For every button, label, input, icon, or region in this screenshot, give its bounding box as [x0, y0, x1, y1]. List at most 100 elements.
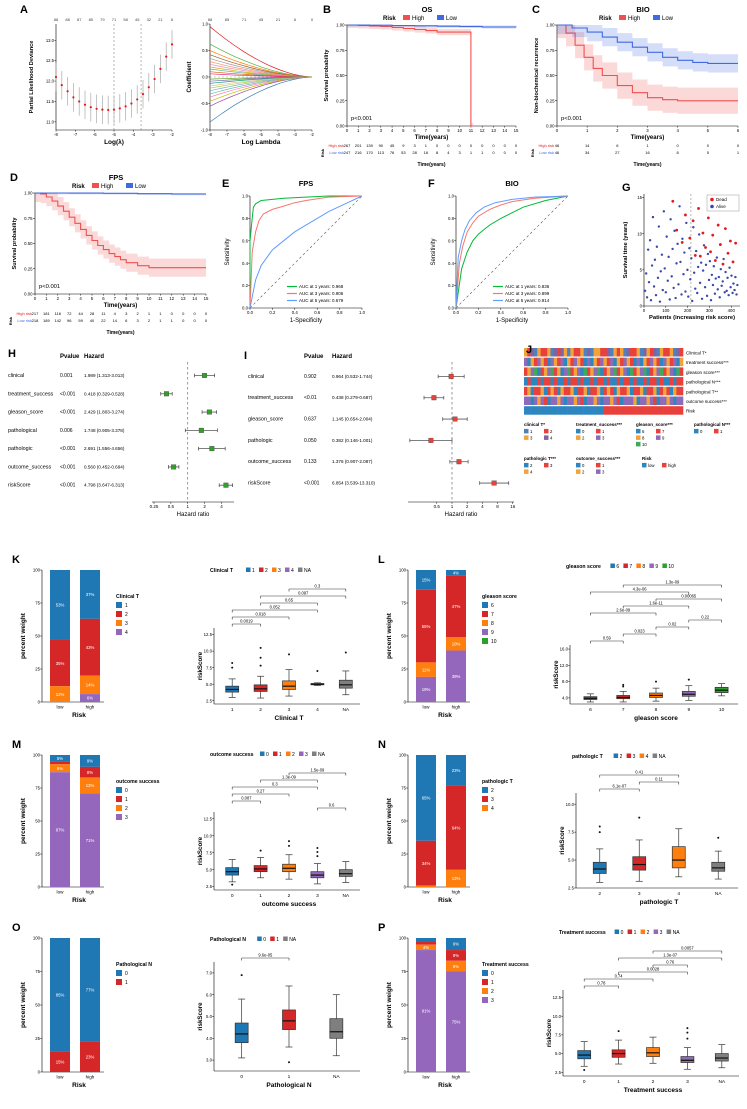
svg-text:76: 76: [390, 150, 395, 155]
svg-text:0.0028: 0.0028: [647, 966, 660, 971]
svg-text:treatment_success: treatment_success: [8, 391, 54, 397]
svg-text:BIO: BIO: [505, 179, 519, 188]
svg-text:25: 25: [35, 667, 40, 672]
svg-text:low: low: [423, 890, 431, 895]
svg-text:11.5: 11.5: [46, 99, 55, 104]
svg-text:pathologic: pathologic: [8, 446, 33, 452]
chart-heatmap-j: Clinical T* treatment success*** gleason s…: [524, 348, 731, 474]
svg-text:<0.001: <0.001: [60, 483, 76, 489]
svg-text:1: 1: [171, 318, 174, 323]
svg-text:-6: -6: [93, 132, 97, 137]
svg-text:Log Lambda: Log Lambda: [242, 139, 281, 146]
svg-text:1: 1: [259, 893, 262, 899]
svg-text:2: 2: [259, 707, 262, 713]
svg-text:100: 100: [33, 568, 41, 573]
svg-text:Pathological N: Pathological N: [266, 1082, 311, 1089]
svg-text:0.438 (0.279-0.687): 0.438 (0.279-0.687): [332, 395, 373, 400]
svg-text:53: 53: [401, 150, 406, 155]
svg-text:22: 22: [101, 318, 106, 323]
svg-text:9: 9: [655, 564, 658, 570]
svg-text:6%: 6%: [87, 696, 93, 701]
svg-text:7: 7: [629, 564, 632, 570]
svg-text:0: 0: [240, 1074, 243, 1080]
svg-text:88: 88: [65, 17, 70, 22]
svg-text:25: 25: [35, 1036, 40, 1041]
svg-text:6: 6: [413, 128, 416, 133]
svg-text:1: 1: [45, 296, 48, 301]
svg-text:4.3e-06: 4.3e-06: [633, 586, 648, 591]
svg-text:3: 3: [136, 318, 139, 323]
svg-text:0.75: 0.75: [546, 48, 555, 53]
svg-text:AUC at 3 years: 0.906: AUC at 3 years: 0.906: [299, 291, 344, 296]
svg-text:0.6: 0.6: [314, 310, 321, 315]
svg-text:14%: 14%: [86, 683, 95, 688]
svg-text:Time(years): Time(years): [104, 303, 138, 309]
svg-text:10: 10: [147, 296, 152, 301]
svg-text:0: 0: [346, 128, 349, 133]
svg-text:0.5: 0.5: [168, 504, 175, 509]
svg-text:3: 3: [633, 754, 636, 760]
svg-text:Clinical T: Clinical T: [116, 594, 140, 600]
svg-text:0.4: 0.4: [292, 310, 299, 315]
chart-l-bar: 0 25 50 75 100 percent weight 15% 55% 11% 19% low 4…: [386, 568, 517, 719]
svg-text:OS: OS: [422, 5, 433, 14]
svg-text:15%: 15%: [422, 578, 431, 583]
svg-text:NA: NA: [318, 752, 326, 758]
svg-text:1: 1: [231, 707, 234, 713]
svg-text:p<0.001: p<0.001: [561, 116, 582, 122]
svg-text:4: 4: [677, 891, 680, 897]
svg-text:6: 6: [737, 128, 740, 133]
svg-text:14: 14: [192, 296, 197, 301]
svg-text:53%: 53%: [56, 603, 65, 608]
svg-text:0: 0: [404, 1070, 407, 1075]
svg-text:4: 4: [291, 568, 294, 574]
svg-text:NA: NA: [715, 891, 722, 897]
svg-text:28: 28: [412, 150, 417, 155]
svg-text:23%: 23%: [86, 1054, 95, 1059]
svg-text:Alive: Alive: [716, 204, 726, 209]
svg-text:4.0: 4.0: [206, 1036, 213, 1041]
svg-text:Low: Low: [135, 184, 147, 190]
svg-text:1: 1: [481, 150, 484, 155]
svg-text:gleason score: gleason score: [566, 564, 601, 570]
svg-text:87%: 87%: [56, 827, 65, 832]
svg-text:87: 87: [77, 17, 82, 22]
svg-text:2: 2: [491, 788, 494, 794]
panel-label-a: A: [20, 4, 28, 16]
svg-text:25: 25: [401, 1036, 406, 1041]
svg-text:0: 0: [504, 150, 507, 155]
svg-text:8: 8: [642, 435, 645, 440]
svg-text:2: 2: [265, 568, 268, 574]
svg-text:72: 72: [67, 311, 72, 316]
svg-text:1: 1: [148, 311, 151, 316]
svg-text:1.145 (0.654-2.004): 1.145 (0.654-2.004): [332, 417, 373, 422]
svg-text:14: 14: [113, 318, 118, 323]
svg-text:34: 34: [585, 150, 590, 155]
svg-text:-8: -8: [208, 132, 212, 137]
svg-text:FPS: FPS: [109, 173, 124, 182]
svg-text:0.50: 0.50: [546, 73, 555, 78]
svg-text:2: 2: [466, 504, 469, 509]
svg-text:Treatment success: Treatment success: [624, 1087, 683, 1094]
panel-label-p: P: [378, 922, 386, 934]
svg-text:0.6: 0.6: [520, 310, 527, 315]
svg-text:0.3: 0.3: [315, 583, 321, 588]
svg-text:34%: 34%: [422, 861, 431, 866]
svg-text:high: high: [668, 463, 677, 468]
svg-text:-2: -2: [170, 132, 174, 137]
svg-text:0.018: 0.018: [255, 611, 266, 616]
svg-text:0.00: 0.00: [546, 124, 555, 129]
svg-text:Clinical T: Clinical T: [275, 715, 304, 722]
svg-text:75: 75: [401, 601, 406, 606]
svg-text:0.25: 0.25: [150, 504, 159, 509]
svg-text:0: 0: [38, 1070, 41, 1075]
svg-text:0: 0: [125, 788, 128, 794]
svg-text:clinical: clinical: [248, 374, 264, 380]
svg-text:4%: 4%: [423, 945, 429, 950]
svg-text:NA: NA: [718, 1079, 725, 1085]
svg-text:pathologic: pathologic: [248, 438, 273, 444]
svg-text:3.0: 3.0: [206, 1058, 213, 1063]
